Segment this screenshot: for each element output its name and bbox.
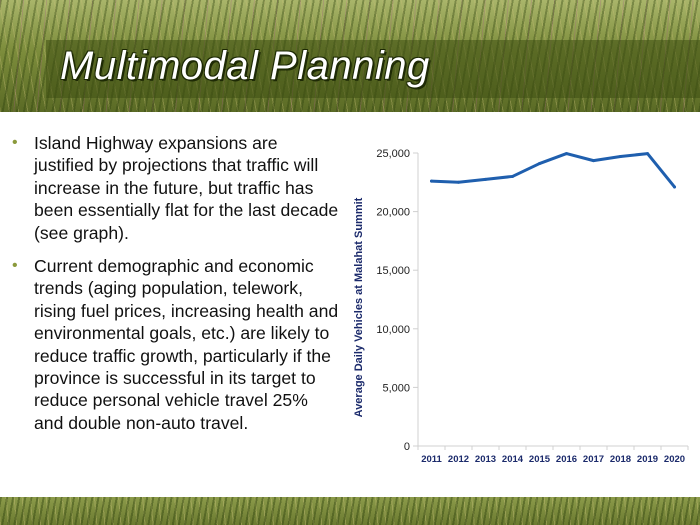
content-area <box>0 112 700 497</box>
data-point <box>646 152 649 156</box>
x-tick-label: 2014 <box>502 454 524 465</box>
bullet-list: • Island Highway expansions are justifie… <box>12 132 342 445</box>
slide-title: Multimodal Planning <box>60 44 430 88</box>
y-tick-label: 10,000 <box>376 324 410 336</box>
x-tick-label: 2015 <box>529 454 551 465</box>
bullet-icon: • <box>12 257 18 275</box>
y-tick-label: 15,000 <box>376 265 410 277</box>
x-tick-label: 2016 <box>556 454 577 465</box>
data-point <box>430 179 433 183</box>
y-tick-label: 25,000 <box>376 148 410 160</box>
data-point <box>619 155 622 159</box>
data-point <box>565 152 568 156</box>
bullet-text: Current demographic and economic trends … <box>34 256 339 433</box>
traffic-line-chart: 0 5,000 10,000 15,000 20,000 25,000 2011 2012 20… <box>353 148 689 465</box>
x-tick-label: 2011 <box>421 454 442 465</box>
bullet-icon: • <box>12 134 18 151</box>
title-band <box>46 40 700 98</box>
x-tick-label: 2020 <box>664 454 685 465</box>
data-point <box>457 180 460 184</box>
data-point <box>592 159 595 163</box>
bullet-text: Island Highway expansions are justified … <box>34 133 339 243</box>
data-point <box>511 174 514 178</box>
x-tick-label: 2013 <box>475 454 496 465</box>
x-tick-label: 2018 <box>610 454 631 465</box>
data-point <box>484 177 487 181</box>
series-line <box>430 152 676 189</box>
bullet-item: • Island Highway expansions are justifie… <box>12 132 342 244</box>
x-tick-label: 2019 <box>637 454 658 465</box>
y-axis-label: Average Daily Vehicles at Malahat Summit <box>353 197 365 417</box>
y-tick-label: 0 <box>404 441 410 453</box>
y-tick-label: 5,000 <box>382 382 410 394</box>
grass-footer-image <box>0 497 700 525</box>
bullet-item: • Current demographic and economic trend… <box>12 255 342 434</box>
x-tick-label: 2017 <box>583 454 604 465</box>
data-point <box>673 185 676 189</box>
x-tick-label: 2012 <box>448 454 469 465</box>
data-point <box>538 162 541 166</box>
y-tick-label: 20,000 <box>376 207 410 219</box>
